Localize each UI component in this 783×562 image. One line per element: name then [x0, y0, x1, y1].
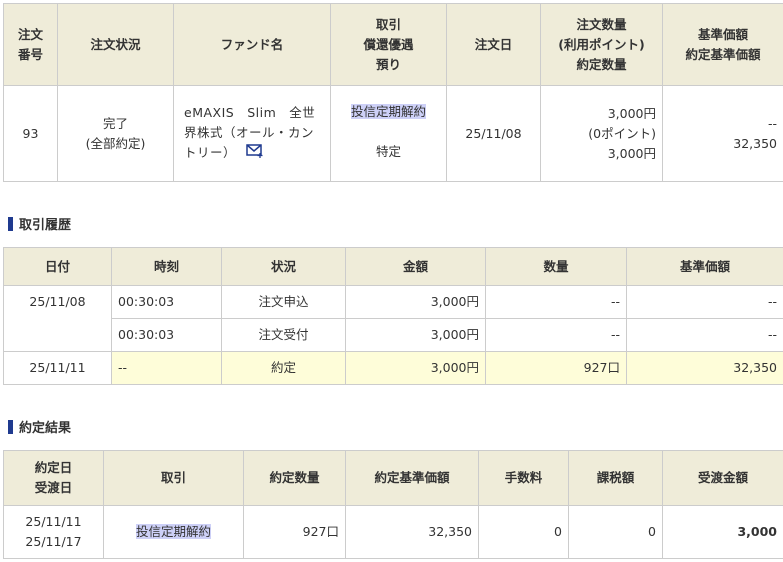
account-type: 特定	[375, 144, 401, 159]
col-time: 時刻	[111, 247, 222, 286]
col-price: 約定基準価額	[345, 450, 479, 506]
section-bar-icon	[8, 216, 13, 231]
col-tax: 課税額	[568, 450, 663, 506]
col-amount: 受渡金額	[662, 450, 783, 506]
amount: 3,000	[662, 505, 783, 559]
date: 25/11/08	[3, 285, 112, 352]
table-row: 25/11/11 25/11/17 投信定期解約 927口 32,350 0 0 …	[3, 505, 783, 559]
trade-cell: 投信定期解約	[103, 505, 244, 559]
table-row: 00:30:03 注文受付 3,000円 -- --	[4, 318, 783, 352]
table-row: 25/11/08 00:30:03 注文申込 3,000円 -- --	[3, 285, 783, 352]
col-order-number: 注文 番号	[3, 3, 58, 86]
section-title-text: 取引履歴	[19, 218, 72, 233]
col-date: 日付	[3, 247, 112, 286]
col-order-status: 注文状況	[57, 3, 174, 86]
section-result-title: 約定結果	[8, 417, 71, 436]
amount: 3,000円	[345, 318, 486, 352]
col-status: 状況	[221, 247, 346, 286]
order-status-detail: (全部約定)	[85, 135, 146, 151]
mail-plus-icon[interactable]	[246, 144, 264, 164]
col-order-date: 注文日	[446, 3, 541, 86]
status: 約定	[221, 351, 346, 385]
status: 注文受付	[221, 318, 346, 352]
table-row: 25/11/11 -- 約定 3,000円 927口 32,350	[3, 351, 783, 385]
base-price: --	[767, 115, 777, 131]
order-table: 注文 番号 注文状況 ファンド名 取引 償還優遇 預り 注文日 注文数量 (利用…	[3, 3, 783, 182]
time: --	[111, 351, 222, 385]
dates-cell: 25/11/11 25/11/17	[3, 505, 104, 559]
price: 32,350	[345, 505, 479, 559]
col-qty: 数量	[485, 247, 627, 286]
order-number: 93	[3, 85, 58, 182]
amount: 3,000円	[345, 351, 486, 385]
col-fee: 手数料	[478, 450, 569, 506]
qty: 927口	[243, 505, 346, 559]
order-status: 完了	[102, 115, 128, 131]
status: 注文申込	[221, 285, 346, 319]
amount: 3,000円	[345, 285, 486, 319]
time: 00:30:03	[111, 318, 222, 352]
trade-type: 投信定期解約	[135, 524, 211, 539]
trade-date: 25/11/11	[25, 514, 82, 529]
trade-cell: 投信定期解約 特定	[330, 85, 447, 182]
executed-quantity: 3,000円	[607, 145, 656, 161]
col-fund-name: ファンド名	[173, 3, 331, 86]
price: 32,350	[626, 351, 783, 385]
order-row: 93 完了 (全部約定) eMAXIS Slim 全世界株式（オール・カントリー）…	[3, 85, 783, 182]
col-quantity: 注文数量 (利用ポイント) 約定数量	[540, 3, 663, 86]
history-table: 日付 時刻 状況 金額 数量 基準価額 25/11/08 00:30:03 注文…	[3, 247, 783, 385]
col-amount: 金額	[345, 247, 486, 286]
points-used: (0ポイント)	[588, 125, 656, 141]
price-cell: -- 32,350	[662, 85, 783, 182]
qty: --	[485, 318, 627, 352]
trade-type: 投信定期解約	[350, 104, 426, 119]
date: 25/11/11	[3, 351, 112, 385]
qty: --	[485, 285, 627, 319]
order-status-cell: 完了 (全部約定)	[57, 85, 174, 182]
price: --	[626, 318, 783, 352]
col-trade: 取引	[103, 450, 244, 506]
fund-name-cell: eMAXIS Slim 全世界株式（オール・カントリー）	[173, 85, 331, 182]
col-base-price: 基準価額 約定基準価額	[662, 3, 783, 86]
settle-date: 25/11/17	[25, 534, 82, 549]
section-title-text: 約定結果	[19, 421, 72, 436]
section-history-title: 取引履歴	[8, 214, 71, 233]
price: --	[626, 285, 783, 319]
time: 00:30:03	[111, 285, 222, 319]
tax: 0	[568, 505, 663, 559]
col-qty: 約定数量	[243, 450, 346, 506]
quantity-cell: 3,000円 (0ポイント) 3,000円	[540, 85, 663, 182]
order-quantity: 3,000円	[607, 105, 656, 121]
order-date: 25/11/08	[446, 85, 541, 182]
executed-base-price: 32,350	[733, 135, 777, 151]
fee: 0	[478, 505, 569, 559]
section-bar-icon	[8, 419, 13, 434]
col-price: 基準価額	[626, 247, 783, 286]
qty: 927口	[485, 351, 627, 385]
col-trade: 取引 償還優遇 預り	[330, 3, 447, 86]
fund-name[interactable]: eMAXIS Slim 全世界株式（オール・カントリー）	[184, 105, 316, 161]
result-table: 約定日 受渡日 取引 約定数量 約定基準価額 手数料 課税額 受渡金額 25/1…	[3, 450, 783, 559]
settlement-amount: 3,000	[737, 524, 777, 539]
col-dates: 約定日 受渡日	[3, 450, 104, 506]
